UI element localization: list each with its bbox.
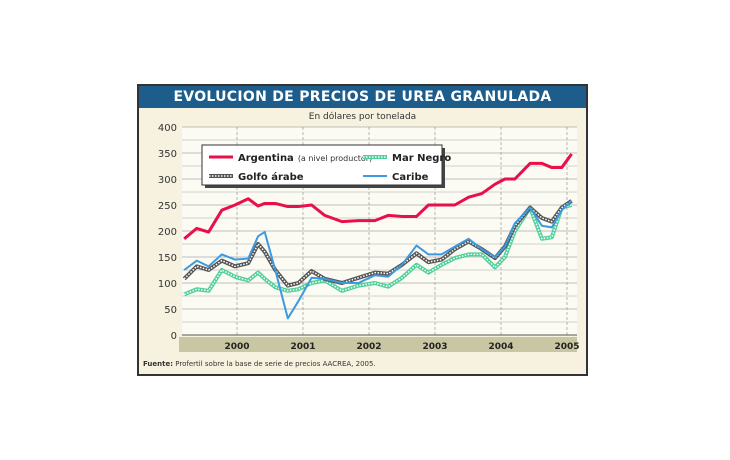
y-tick-label: 0 <box>171 331 177 342</box>
legend-label: Argentina <box>238 153 294 164</box>
legend-label: Mar Negro <box>392 153 451 164</box>
y-tick-label: 200 <box>158 227 177 238</box>
y-tick-label: 250 <box>158 201 177 212</box>
x-tick-label: 2000 <box>224 342 249 352</box>
legend-item: Argentina (a nivel productor) <box>209 153 372 164</box>
legend-item: Caribe <box>363 172 429 183</box>
legend-label: Golfo árabe <box>238 171 304 183</box>
y-tick-label: 350 <box>158 149 177 160</box>
y-tick-label: 100 <box>158 279 177 290</box>
y-tick-label: 300 <box>158 175 177 186</box>
series-caribe <box>183 200 573 320</box>
legend-label: Caribe <box>392 172 429 183</box>
legend-note: (a nivel productor) <box>298 154 372 163</box>
source-text: Profertil sobre la base de serie de prec… <box>175 360 376 368</box>
chart-subtitle: En dólares por tonelada <box>308 112 417 122</box>
series-line-pattern <box>183 204 572 296</box>
source-label: Fuente: <box>143 360 174 368</box>
series-mar-negro <box>183 203 573 297</box>
y-tick-label: 400 <box>158 123 177 134</box>
legend-item: Golfo árabe <box>209 171 304 183</box>
y-tick-label: 150 <box>158 253 177 264</box>
legend-box <box>201 144 443 186</box>
series-line <box>183 153 573 240</box>
source-note: Fuente: Profertil sobre la base de serie… <box>143 360 376 368</box>
x-axis-band <box>179 337 577 352</box>
y-tick-label: 50 <box>164 305 177 316</box>
x-tick-label: 2001 <box>290 342 315 352</box>
legend-item: Mar Negro <box>363 153 451 164</box>
x-tick-label: 2003 <box>422 342 447 352</box>
legend: Argentina (a nivel productor) Mar Negro Gol… <box>201 144 451 188</box>
x-tick-label: 2002 <box>356 342 381 352</box>
series-argentina <box>183 153 573 240</box>
x-tick-label: 2004 <box>488 342 513 352</box>
series-line <box>183 200 573 320</box>
chart-title: EVOLUCION DE PRECIOS DE UREA GRANULADA <box>139 86 586 108</box>
x-tick-label: 2005 <box>554 342 579 352</box>
